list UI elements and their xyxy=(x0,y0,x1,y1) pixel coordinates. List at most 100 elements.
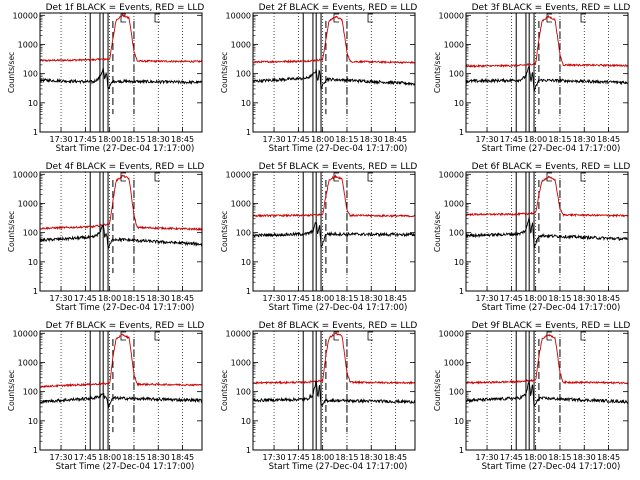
y-tick-label: 1 xyxy=(459,128,464,137)
marker-bracket xyxy=(367,13,374,23)
lld-series-line xyxy=(39,13,203,64)
x-tick-label: 18:45 xyxy=(171,135,194,144)
x-tick-label: 18:00 xyxy=(98,453,121,462)
y-tick-label: 10000 xyxy=(226,11,251,20)
x-tick-label: 17:30 xyxy=(50,294,73,303)
y-tick-label: 1000 xyxy=(231,40,251,49)
y-tick-label: 10 xyxy=(28,99,38,108)
y-tick-label: 100 xyxy=(449,388,464,397)
panel-det-6: Det 6f BLACK = Events, RED = LLD 1 10 100 10… xyxy=(433,162,630,313)
y-tick-label: 1000 xyxy=(18,358,38,367)
events-series-line xyxy=(39,392,203,409)
y-tick-label: 1 xyxy=(246,128,251,137)
panel-title: Det 9f BLACK = Events, RED = LLD xyxy=(472,321,631,331)
x-tick-label: 18:45 xyxy=(171,453,194,462)
panel-title: Det 5f BLACK = Events, RED = LLD xyxy=(259,162,418,172)
panel-det-2: Det 2f BLACK = Events, RED = LLD 1 10 100 10… xyxy=(220,3,417,154)
y-axis-label: Counts/sec xyxy=(7,370,16,411)
marker-bracket xyxy=(367,331,374,341)
x-axis-label: Start Time (27-Dec-04 17:17:00) xyxy=(482,303,621,313)
panel-det-9: Det 9f BLACK = Events, RED = LLD 1 10 100 10… xyxy=(433,321,630,472)
marker-bracket xyxy=(120,13,126,23)
x-axis-label: Start Time (27-Dec-04 17:17:00) xyxy=(56,303,195,313)
x-tick-label: 18:45 xyxy=(597,294,620,303)
marker-bracket xyxy=(367,172,374,182)
panel-title: Det 7f BLACK = Events, RED = LLD xyxy=(46,321,205,331)
panel-det-3: Det 3f BLACK = Events, RED = LLD 1 10 100 10… xyxy=(433,3,630,154)
marker-bracket xyxy=(546,172,552,182)
x-tick-label: 18:45 xyxy=(384,135,407,144)
events-series-line xyxy=(252,378,416,408)
y-tick-label: 1000 xyxy=(18,40,38,49)
marker-bracket xyxy=(580,13,587,23)
lld-series-line xyxy=(252,332,416,385)
y-tick-label: 100 xyxy=(236,70,251,79)
panel-title: Det 4f BLACK = Events, RED = LLD xyxy=(46,162,205,172)
panel-det-8: Det 8f BLACK = Events, RED = LLD 1 10 100 10… xyxy=(220,321,417,472)
x-tick-label: 17:30 xyxy=(476,135,499,144)
y-tick-label: 10000 xyxy=(13,329,38,338)
panel-det-4: Det 4f BLACK = Events, RED = LLD 1 10 100 10… xyxy=(7,162,204,313)
x-tick-label: 18:45 xyxy=(597,135,620,144)
y-axis-label: Counts/sec xyxy=(7,211,16,252)
marker-bracket xyxy=(580,331,587,341)
y-tick-label: 10000 xyxy=(13,170,38,179)
plot-frame xyxy=(252,171,416,292)
panel-det-7: Det 7f BLACK = Events, RED = LLD 1 10 100 10… xyxy=(7,321,204,472)
y-tick-label: 1 xyxy=(33,446,38,455)
x-tick-label: 18:45 xyxy=(384,453,407,462)
events-series-line xyxy=(465,65,629,92)
x-tick-label: 17:45 xyxy=(500,453,523,462)
y-tick-label: 10000 xyxy=(439,329,464,338)
x-tick-label: 18:00 xyxy=(524,294,547,303)
y-tick-label: 10 xyxy=(454,417,464,426)
x-axis-label: Start Time (27-Dec-04 17:17:00) xyxy=(482,144,621,154)
x-tick-label: 18:15 xyxy=(335,135,358,144)
y-tick-label: 10 xyxy=(241,99,251,108)
y-tick-label: 100 xyxy=(449,229,464,238)
x-tick-label: 18:00 xyxy=(311,453,334,462)
y-tick-label: 10000 xyxy=(13,11,38,20)
plot-frame xyxy=(252,330,416,451)
x-tick-label: 17:45 xyxy=(74,294,97,303)
x-tick-label: 17:30 xyxy=(476,453,499,462)
y-tick-label: 10 xyxy=(241,258,251,267)
x-axis-label: Start Time (27-Dec-04 17:17:00) xyxy=(56,462,195,472)
x-tick-label: 17:45 xyxy=(74,453,97,462)
y-tick-label: 10 xyxy=(28,417,38,426)
x-tick-label: 18:15 xyxy=(548,453,571,462)
x-tick-label: 18:45 xyxy=(597,453,620,462)
y-tick-label: 1000 xyxy=(444,40,464,49)
y-tick-label: 1000 xyxy=(444,199,464,208)
y-tick-label: 10 xyxy=(28,258,38,267)
x-axis-label: Start Time (27-Dec-04 17:17:00) xyxy=(482,462,621,472)
y-tick-label: 1 xyxy=(33,128,38,137)
x-tick-label: 17:30 xyxy=(476,294,499,303)
events-series-line xyxy=(252,220,416,249)
lld-series-line xyxy=(465,333,629,385)
x-axis-label: Start Time (27-Dec-04 17:17:00) xyxy=(269,303,408,313)
marker-bracket xyxy=(333,331,339,341)
panel-title: Det 3f BLACK = Events, RED = LLD xyxy=(472,3,631,13)
marker-bracket xyxy=(154,13,161,23)
events-series-line xyxy=(465,217,628,249)
x-tick-label: 17:45 xyxy=(500,135,523,144)
y-tick-label: 10 xyxy=(241,417,251,426)
y-tick-label: 1 xyxy=(459,287,464,296)
plot-frame xyxy=(252,12,416,133)
panel-title: Det 6f BLACK = Events, RED = LLD xyxy=(472,162,631,172)
panel-det-1: Det 1f BLACK = Events, RED = LLD 1 10 100 10… xyxy=(7,3,204,154)
plot-frame xyxy=(39,12,203,133)
y-tick-label: 100 xyxy=(23,70,38,79)
x-tick-label: 18:30 xyxy=(573,453,596,462)
x-axis-label: Start Time (27-Dec-04 17:17:00) xyxy=(269,144,408,154)
x-tick-label: 18:15 xyxy=(335,453,358,462)
panel-title: Det 1f BLACK = Events, RED = LLD xyxy=(46,3,205,13)
plot-frame xyxy=(465,171,629,292)
x-tick-label: 18:45 xyxy=(384,294,407,303)
events-series-line xyxy=(465,380,629,408)
x-tick-label: 18:45 xyxy=(171,294,194,303)
y-axis-label: Counts/sec xyxy=(7,52,16,93)
y-tick-label: 10000 xyxy=(439,11,464,20)
y-tick-label: 10000 xyxy=(226,329,251,338)
